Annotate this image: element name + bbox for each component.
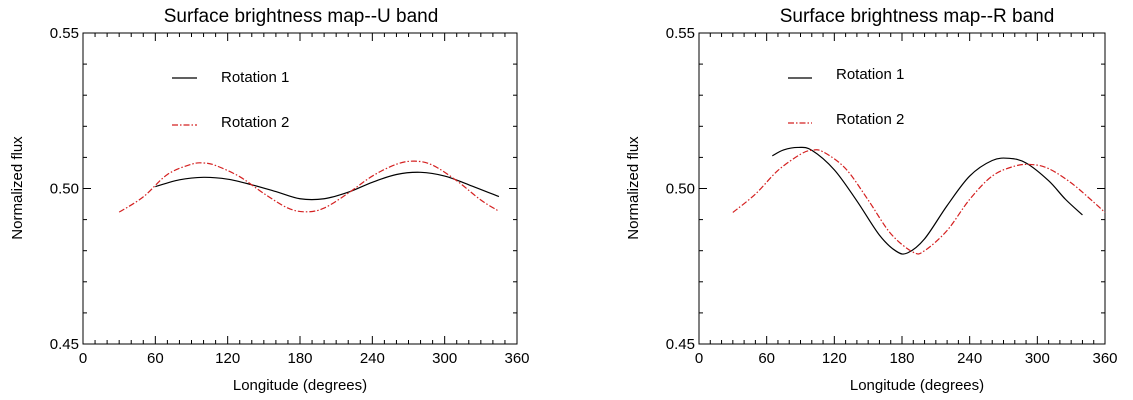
y-axis: 0.45 0.50 0.55 xyxy=(666,25,1105,353)
chart-u-band: Surface brightness map--U band Longitude… xyxy=(9,6,530,394)
y-axis: 0.45 0.50 0.55 xyxy=(50,25,517,353)
x-axis: 0 60 120 180 240 300 360 xyxy=(79,33,530,367)
y-tick-label: 0.50 xyxy=(50,181,79,198)
legend-label-rotation-2: Rotation 2 xyxy=(836,111,904,128)
series-line-rotation-2 xyxy=(732,149,1106,255)
y-tick-label: 0.55 xyxy=(50,25,79,42)
x-tick-label: 180 xyxy=(287,350,312,367)
chart-title: Surface brightness map--U band xyxy=(164,6,439,27)
plot-frame xyxy=(82,32,518,345)
chart-r-band: Surface brightness map--R band Longitude… xyxy=(625,6,1118,394)
legend: Rotation 1 Rotation 2 xyxy=(172,69,289,131)
chart-title: Surface brightness map--R band xyxy=(780,6,1055,27)
legend-label-rotation-2: Rotation 2 xyxy=(221,114,289,131)
y-tick-label: 0.50 xyxy=(666,181,695,198)
x-tick-label: 60 xyxy=(758,350,775,367)
x-axis: 0 60 120 180 240 300 360 xyxy=(695,33,1118,367)
series-group xyxy=(732,146,1106,255)
x-tick-label: 240 xyxy=(360,350,385,367)
legend-label-rotation-1: Rotation 1 xyxy=(836,66,904,83)
y-tick-label: 0.55 xyxy=(666,25,695,42)
series-line-rotation-2 xyxy=(118,160,500,213)
series-line-rotation-1 xyxy=(155,171,500,201)
x-tick-label: 0 xyxy=(79,350,87,367)
y-axis-label: Normalized flux xyxy=(625,136,642,240)
x-tick-label: 300 xyxy=(432,350,457,367)
legend-label-rotation-1: Rotation 1 xyxy=(221,69,289,86)
y-tick-label: 0.45 xyxy=(50,336,79,353)
y-tick-label: 0.45 xyxy=(666,336,695,353)
x-tick-label: 300 xyxy=(1025,350,1050,367)
x-tick-label: 60 xyxy=(147,350,164,367)
x-tick-label: 0 xyxy=(695,350,703,367)
x-axis-label: Longitude (degrees) xyxy=(233,377,367,394)
series-group xyxy=(118,160,500,213)
x-tick-label: 360 xyxy=(504,350,529,367)
x-tick-label: 240 xyxy=(957,350,982,367)
legend: Rotation 1 Rotation 2 xyxy=(788,66,904,128)
x-tick-label: 360 xyxy=(1092,350,1117,367)
x-tick-label: 120 xyxy=(215,350,240,367)
y-axis-label: Normalized flux xyxy=(9,136,26,240)
x-tick-label: 120 xyxy=(822,350,847,367)
x-tick-label: 180 xyxy=(889,350,914,367)
x-axis-label: Longitude (degrees) xyxy=(850,377,984,394)
series-line-rotation-1 xyxy=(772,146,1083,255)
